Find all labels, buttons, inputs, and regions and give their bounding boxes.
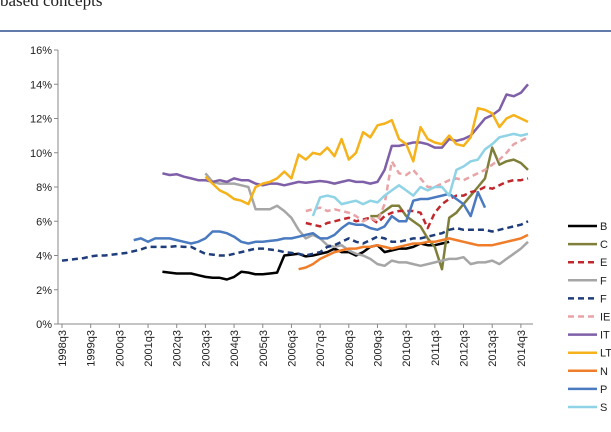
legend-label: F: [600, 293, 607, 305]
y-tick-label: 12%: [30, 114, 52, 126]
x-tick-label: 2008q3: [344, 330, 356, 367]
legend-label: N: [600, 366, 608, 378]
y-tick-label: 8%: [36, 182, 52, 194]
series-line: [204, 106, 529, 206]
x-tick-label: 1998q3: [57, 330, 69, 367]
caption: based concepts: [0, 0, 102, 10]
x-tick-label: 2007q3: [315, 330, 327, 367]
series-line: [162, 83, 529, 187]
series-line: [370, 146, 529, 271]
y-tick-label: 2%: [36, 285, 52, 297]
y-tick-label: 4%: [36, 251, 52, 263]
series-line: [162, 240, 450, 281]
x-tick-label: 2014q3: [516, 330, 528, 367]
legend-label: IE: [600, 312, 610, 324]
legend-label: B: [600, 221, 607, 233]
x-tick-label: 2000q3: [114, 330, 126, 367]
y-tick-label: 14%: [30, 79, 52, 91]
series-line: [305, 177, 529, 230]
chart: 0% 2% 4% 6% 8% 10% 12% 14% 16% 1998q3 1999q3 2000q3…: [30, 45, 611, 414]
legend-label: P: [600, 384, 607, 396]
x-tick-label: 2012q3: [459, 330, 471, 367]
legend-label: E: [600, 257, 607, 269]
x-tick-label: 2010q3: [401, 330, 413, 367]
series-line: [298, 233, 529, 271]
x-tick-label: 2005q3: [258, 330, 270, 367]
series-line: [311, 132, 529, 217]
legend-label: C: [600, 239, 608, 251]
x-tick-label: 2003q3: [200, 330, 212, 367]
legend-label: IT: [600, 330, 610, 342]
x-tick-label: 2004q3: [229, 330, 241, 367]
y-tick-label: 6%: [36, 216, 52, 228]
series-line: [204, 172, 529, 268]
x-tick-label: 1999q3: [86, 330, 98, 367]
y-tick-label: 16%: [30, 45, 52, 57]
series-line: [133, 190, 487, 245]
y-tick-label: 0%: [36, 319, 52, 331]
y-tick-label: 10%: [30, 148, 52, 160]
x-tick-label: 2013q3: [487, 330, 499, 367]
x-tick-label: 2009q3: [372, 330, 384, 367]
series-line: [61, 220, 529, 262]
x-tick-label: 2001q3: [143, 330, 155, 367]
legend-label: S: [600, 402, 607, 414]
series-line: [305, 136, 529, 223]
x-tick-label: 2002q3: [172, 330, 184, 367]
legend-label: LT: [600, 348, 611, 360]
x-tick-label: 2011q3: [430, 330, 442, 366]
x-tick-label: 2006q3: [286, 330, 298, 367]
legend-label: F: [600, 275, 607, 287]
